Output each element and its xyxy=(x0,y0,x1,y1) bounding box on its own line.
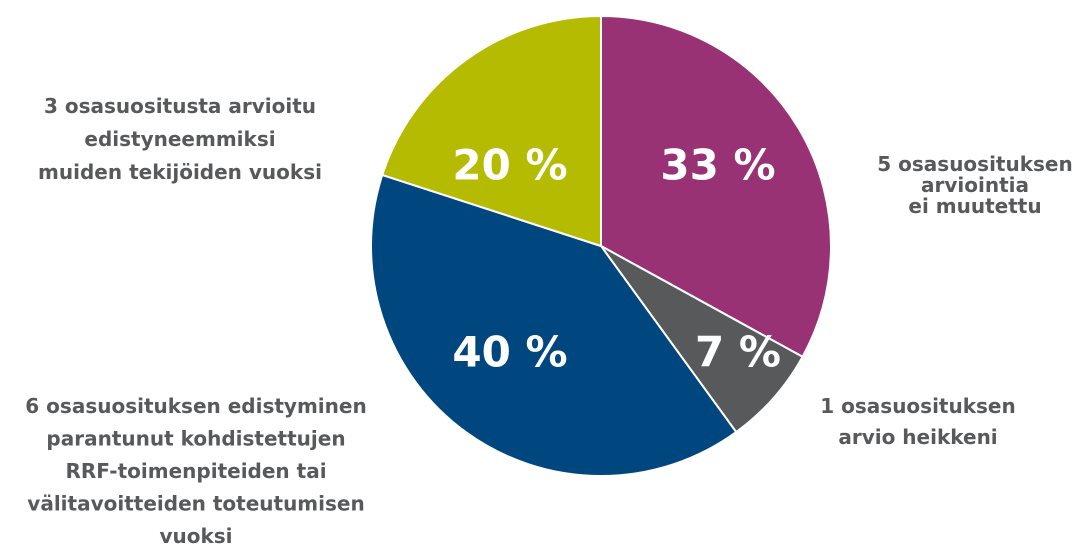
value-label: 20 % xyxy=(452,141,567,190)
category-label-line: 5 osasuosituksen xyxy=(877,152,1072,176)
category-label-line: 1 osasuosituksen xyxy=(820,394,1015,418)
value-label: 40 % xyxy=(452,328,567,377)
category-label-line: välitavoitteiden toteutumisen xyxy=(27,491,364,515)
value-label: 33 % xyxy=(660,141,775,190)
category-label-line: parantunut kohdistettujen xyxy=(46,426,345,450)
category-label: 1 osasuosituksen arvio heikkeni xyxy=(820,394,1015,449)
category-label: 5 osasuosituksen arviointia ei muutettu xyxy=(877,152,1072,218)
category-label-line: ei muutettu xyxy=(908,194,1041,218)
category-label-line: 6 osasuosituksen edistyminen xyxy=(25,394,366,418)
category-label-line: arvio heikkeni xyxy=(838,425,997,449)
category-label-line: vuoksi xyxy=(159,524,232,546)
pie-slice xyxy=(600,14,832,359)
value-label: 7 % xyxy=(695,328,781,377)
pie-slice xyxy=(370,173,738,477)
category-label-line: RRF-toimenpiteiden tai xyxy=(65,459,326,483)
category-label-line: arviointia xyxy=(921,173,1029,197)
pie-slice xyxy=(380,14,602,248)
category-label-line: muiden tekijöiden vuoksi xyxy=(38,160,322,184)
category-label-line: edistyneemmiksi xyxy=(84,127,275,151)
category-label: 3 osasuositusta arvioitu edistyneemmiksi m… xyxy=(38,94,322,184)
category-label-line: 3 osasuositusta arvioitu xyxy=(44,94,316,118)
pie-slice xyxy=(600,245,804,434)
category-label: 6 osasuosituksen edistyminen parantunut k… xyxy=(25,394,366,546)
